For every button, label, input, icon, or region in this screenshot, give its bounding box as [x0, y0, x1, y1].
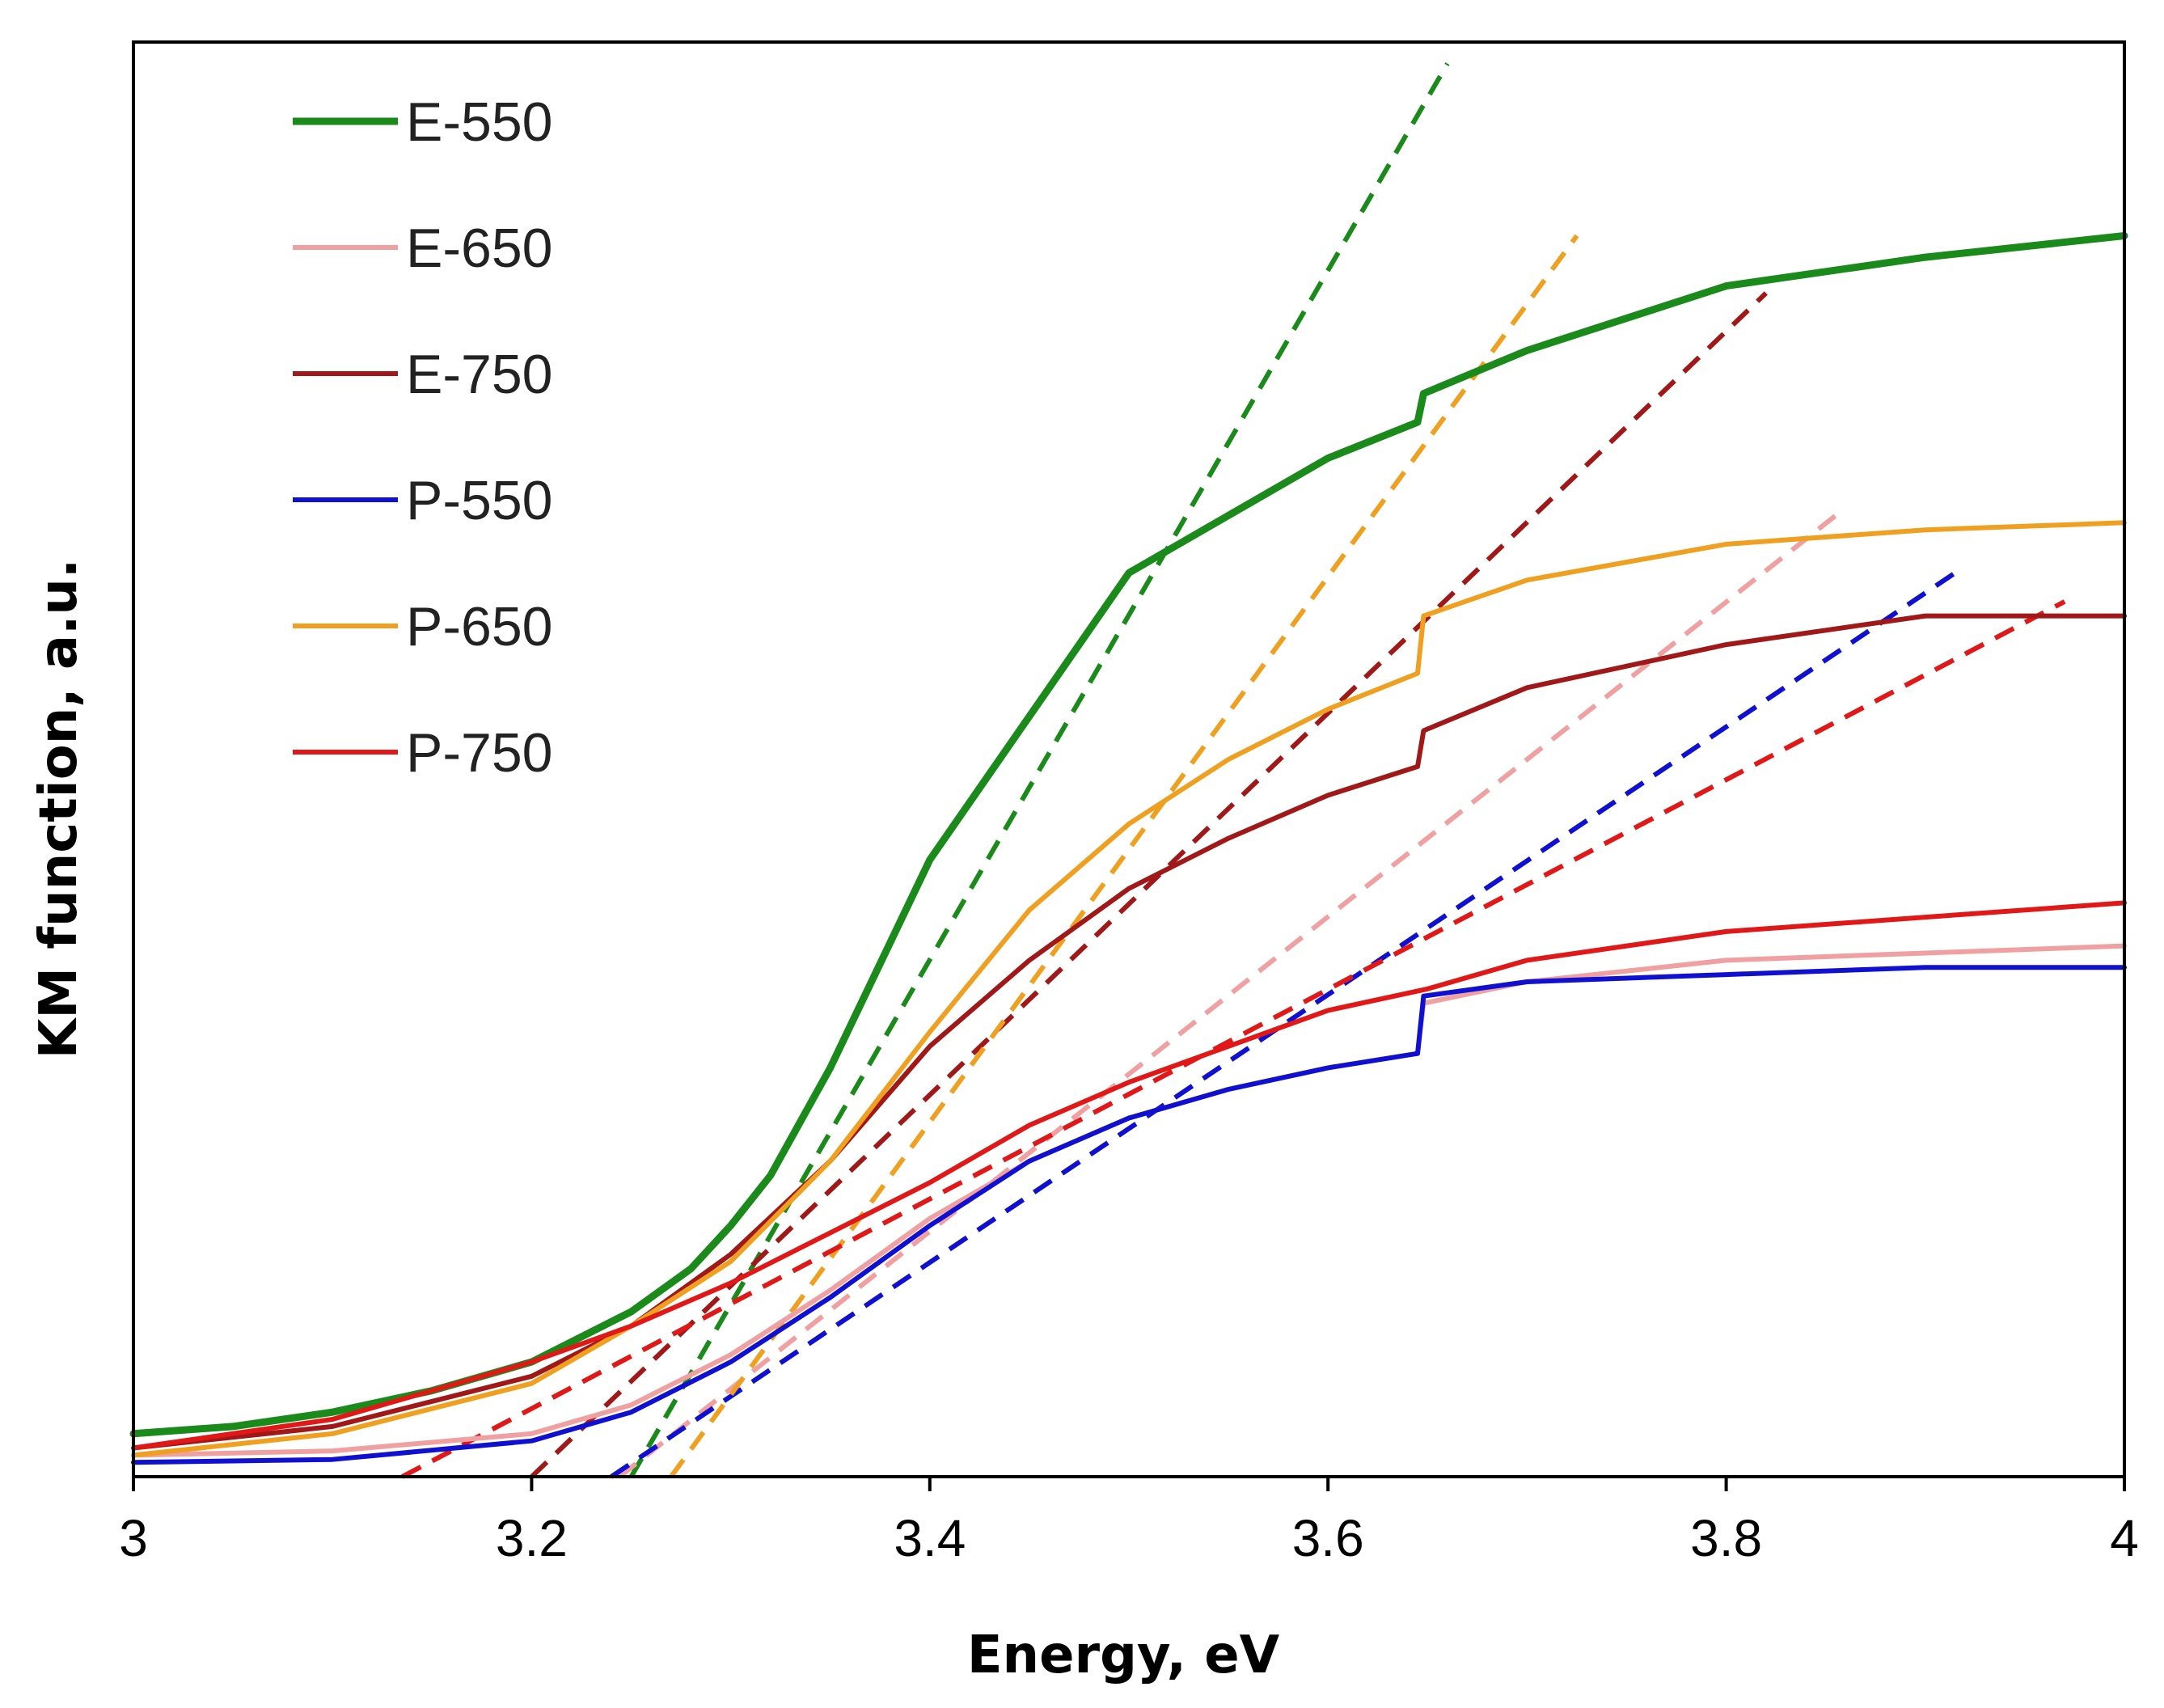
legend-label-p-650: P-650 [406, 596, 552, 657]
fit-line-e-550 [628, 62, 1450, 1478]
legend-item-e-650: E-650 [293, 218, 552, 279]
fit-line-p-750 [400, 599, 2066, 1479]
series-line-e-550 [129, 232, 2128, 1438]
legend-label-e-650: E-650 [406, 218, 552, 279]
x-tick-label: 3.6 [1292, 1509, 1364, 1567]
legend-label-p-750: P-750 [406, 722, 552, 784]
legend-label-e-550: E-550 [406, 91, 552, 153]
legend-item-e-750: E-750 [293, 344, 552, 405]
series-line-e-650 [131, 943, 2127, 1458]
legend-label-p-550: P-550 [406, 470, 552, 531]
y-axis-title: KM function, a.u. [29, 559, 89, 1059]
x-tick-label: 3.8 [1690, 1509, 1762, 1567]
x-axis-title: Energy, eV [967, 1626, 1280, 1685]
legend-item-e-550: E-550 [293, 91, 552, 153]
x-axis-ticks: 3 3.2 3.4 3.6 3.8 4 [119, 1477, 2139, 1567]
fit-line-e-750 [530, 291, 1768, 1479]
x-tick-label: 3.4 [894, 1509, 966, 1567]
plot-area-frame [132, 40, 2126, 1478]
fit-line-p-650 [669, 234, 1579, 1478]
fit-line-e-650 [618, 514, 1837, 1479]
legend-item-p-750: P-750 [293, 722, 552, 784]
series-line-p-750 [131, 900, 2127, 1451]
x-tick-label: 3 [119, 1509, 148, 1567]
legend-item-p-650: P-650 [293, 596, 552, 657]
x-tick-label: 4 [2110, 1509, 2139, 1567]
series-line-p-550 [131, 965, 2127, 1465]
series-line-p-650 [131, 520, 2127, 1458]
x-tick-label: 3.2 [496, 1509, 568, 1567]
legend-item-p-550: P-550 [293, 470, 552, 531]
legend: E-550 E-650 E-750 P-550 P-650 P-750 [293, 91, 552, 784]
data-series [129, 232, 2128, 1465]
legend-label-e-750: E-750 [406, 344, 552, 405]
